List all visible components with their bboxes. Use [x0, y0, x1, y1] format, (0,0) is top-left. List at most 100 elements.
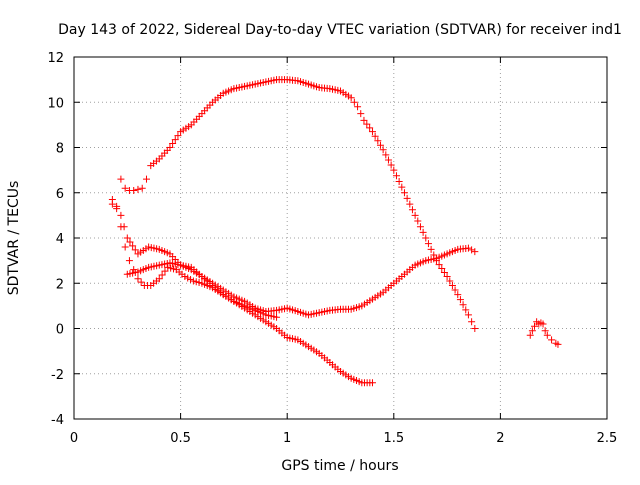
data-point-plus [548, 336, 556, 344]
data-point-plus [360, 116, 368, 124]
y-tick-label: 0 [56, 323, 64, 338]
data-point-plus [456, 296, 464, 304]
data-point-plus [464, 244, 472, 252]
data-point-plus [158, 271, 166, 279]
data-point-plus [350, 98, 358, 106]
x-tick-label: 2.5 [597, 431, 618, 446]
axis-ticks [73, 56, 608, 420]
data-point-plus [376, 141, 384, 149]
data-point-plus [374, 137, 382, 145]
data-point-plus [387, 161, 395, 169]
data-point-plus [435, 261, 443, 269]
data-point-plus [167, 264, 175, 272]
data-point-plus [130, 186, 138, 194]
x-tick-label: 0.5 [170, 431, 191, 446]
data-point-plus [108, 196, 116, 204]
series-arc-high [117, 76, 479, 332]
data-point-plus [468, 246, 476, 254]
data-point-plus [357, 110, 365, 118]
data-point-plus [541, 327, 549, 335]
y-tick-label: 4 [56, 232, 64, 247]
data-point-plus [459, 301, 467, 309]
x-tick-label: 2 [496, 431, 504, 446]
data-point-plus [134, 275, 142, 283]
data-point-plus [379, 146, 387, 154]
data-point-plus [134, 185, 142, 193]
y-tick-label: 12 [47, 51, 64, 66]
data-point-plus [531, 322, 539, 330]
data-point-plus [273, 313, 281, 321]
data-point-plus [142, 175, 150, 183]
data-point-plus [451, 286, 459, 294]
data-point-plus [419, 228, 427, 236]
data-point-plus [164, 263, 172, 271]
data-point-plus [138, 184, 146, 192]
data-point-plus [171, 136, 179, 144]
data-point-plus [382, 151, 390, 159]
data-point-plus [347, 94, 355, 102]
data-point-plus [395, 177, 403, 185]
data-point-plus [121, 243, 129, 251]
data-point-plus [400, 189, 408, 197]
data-point-plus [155, 275, 163, 283]
y-tick-label: -4 [51, 413, 64, 428]
data-point-plus [464, 311, 472, 319]
data-point-plus [137, 278, 145, 286]
data-point-plus [446, 277, 454, 285]
y-tick-label: 6 [56, 187, 64, 202]
data-point-plus [392, 172, 400, 180]
data-point-plus [424, 240, 432, 248]
data-point-plus [117, 175, 125, 183]
y-tick-label: 8 [56, 142, 64, 157]
data-point-plus [384, 156, 392, 164]
data-point-plus [398, 183, 406, 191]
data-point-plus [363, 120, 371, 128]
data-point-plus [528, 327, 536, 335]
series-track-short [123, 259, 281, 321]
data-point-plus [543, 331, 551, 339]
grid-lines [74, 57, 607, 419]
data-point-plus [166, 144, 174, 151]
y-tick-label: 10 [47, 96, 64, 111]
data-point-plus [184, 274, 192, 282]
data-point-plus [117, 211, 125, 219]
data-point-plus [129, 242, 137, 250]
plot-frame [73, 56, 608, 420]
data-point-plus [414, 217, 422, 225]
x-tick-label: 1 [283, 431, 291, 446]
data-point-plus [406, 200, 414, 208]
data-point-plus [195, 278, 203, 286]
data-point-plus [121, 184, 129, 192]
x-tick-label: 0 [70, 431, 78, 446]
data-point-plus [366, 124, 374, 132]
data-point-plus [368, 379, 376, 387]
data-point-plus [471, 248, 479, 256]
x-tick-label: 1.5 [383, 431, 404, 446]
data-point-plus [422, 234, 430, 242]
y-axis-label: SDTVAR / TECUs [6, 181, 22, 296]
x-tick-labels: 0 0.5 1 1.5 2 2.5 [70, 431, 617, 446]
data-point-plus [187, 275, 195, 283]
data-point-plus [462, 306, 470, 314]
series-track-falling [108, 196, 376, 387]
data-point-plus [181, 272, 189, 280]
data-point-plus [368, 128, 376, 136]
data-point-plus [161, 267, 169, 275]
series-late-arc [526, 318, 562, 348]
data-point-plus [131, 246, 139, 254]
data-point-plus [126, 238, 134, 246]
data-point-plus [113, 202, 121, 210]
data-point-plus [371, 132, 379, 140]
data-point-plus [443, 272, 451, 280]
data-point-plus [468, 318, 476, 326]
data-point-plus [354, 103, 362, 111]
data-point-plus [408, 206, 416, 214]
data-point-plus [390, 166, 398, 174]
data-point-plus [454, 291, 462, 299]
data-point-plus [192, 278, 200, 286]
y-tick-label: -2 [51, 368, 64, 383]
data-point-plus [169, 265, 177, 273]
data-series [108, 76, 562, 387]
chart-title: Day 143 of 2022, Sidereal Day-to-day VTE… [58, 22, 622, 38]
